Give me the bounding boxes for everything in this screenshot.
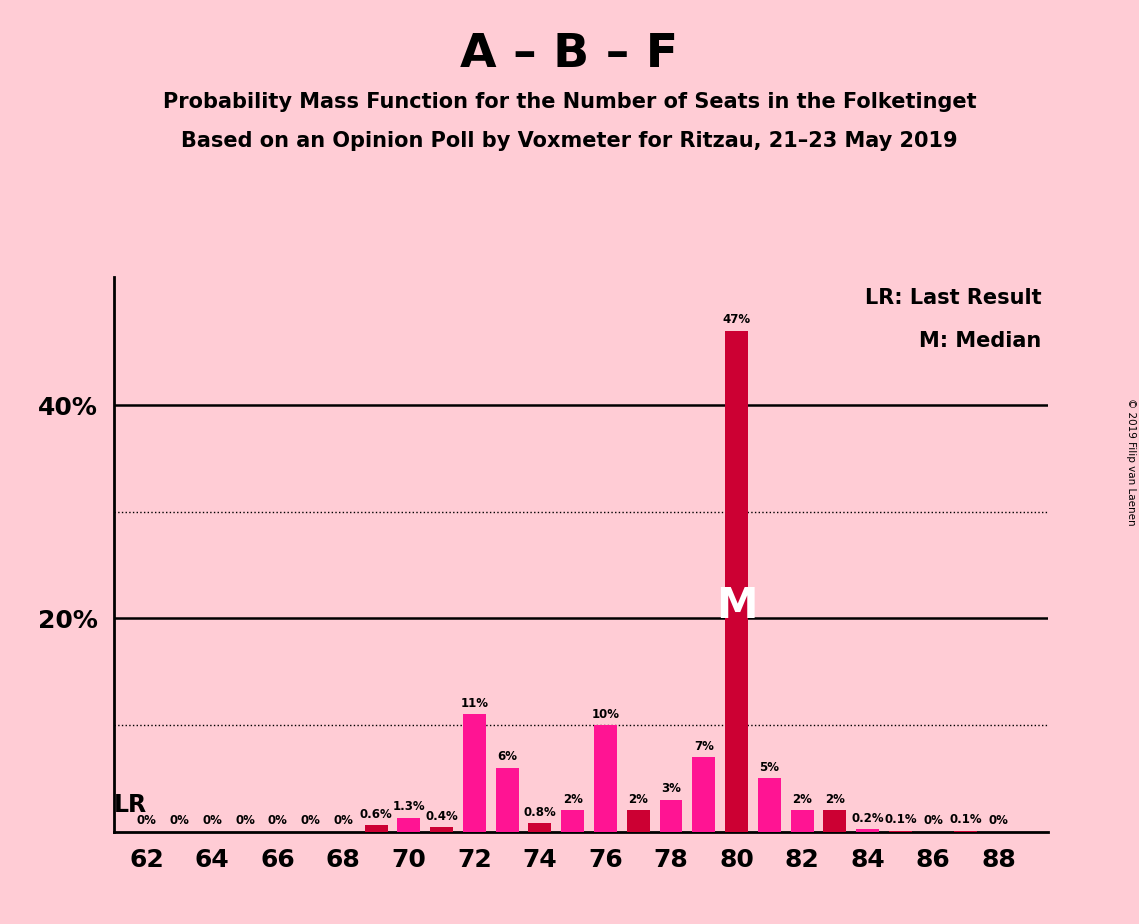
Text: 1.3%: 1.3% [393,800,425,813]
Bar [431,827,453,832]
Text: 2%: 2% [629,793,648,806]
Bar [726,331,748,832]
Text: © 2019 Filip van Laenen: © 2019 Filip van Laenen [1126,398,1136,526]
Bar [626,810,649,832]
Text: 0.2%: 0.2% [851,812,884,825]
Bar [462,714,486,832]
Text: 5%: 5% [760,761,779,774]
Text: LR: LR [114,793,147,817]
Text: A – B – F: A – B – F [460,32,679,78]
Text: 0%: 0% [170,814,189,827]
Bar [364,825,387,832]
Bar [757,778,781,832]
Text: 0%: 0% [203,814,222,827]
Text: LR: Last Result: LR: Last Result [865,288,1041,308]
Bar [954,831,977,832]
Text: 3%: 3% [661,783,681,796]
Text: Probability Mass Function for the Number of Seats in the Folketinget: Probability Mass Function for the Number… [163,92,976,113]
Bar [659,799,682,832]
Text: 0.8%: 0.8% [524,806,556,819]
Text: 11%: 11% [460,697,489,710]
Bar [823,810,846,832]
Text: 2%: 2% [825,793,845,806]
Text: 0.6%: 0.6% [360,808,393,821]
Bar [888,831,912,832]
Text: 0.4%: 0.4% [425,810,458,823]
Text: 47%: 47% [722,313,751,326]
Bar [398,818,420,832]
Bar [495,768,518,832]
Text: 0.1%: 0.1% [884,813,917,826]
Text: Based on an Opinion Poll by Voxmeter for Ritzau, 21–23 May 2019: Based on an Opinion Poll by Voxmeter for… [181,131,958,152]
Bar [595,725,617,832]
Bar [562,810,584,832]
Bar [693,757,715,832]
Text: 7%: 7% [694,740,714,753]
Bar [528,823,551,832]
Text: 0%: 0% [235,814,255,827]
Text: 0%: 0% [334,814,353,827]
Bar [857,830,879,832]
Text: 0%: 0% [137,814,156,827]
Text: 0%: 0% [268,814,288,827]
Text: M: Median: M: Median [919,331,1041,350]
Text: 2%: 2% [563,793,583,806]
Text: 2%: 2% [792,793,812,806]
Bar [790,810,813,832]
Text: 10%: 10% [591,708,620,721]
Text: 0%: 0% [924,814,943,827]
Text: 0%: 0% [989,814,1009,827]
Text: M: M [715,585,757,627]
Text: 6%: 6% [497,750,517,763]
Text: 0.1%: 0.1% [950,813,982,826]
Text: 0%: 0% [301,814,320,827]
